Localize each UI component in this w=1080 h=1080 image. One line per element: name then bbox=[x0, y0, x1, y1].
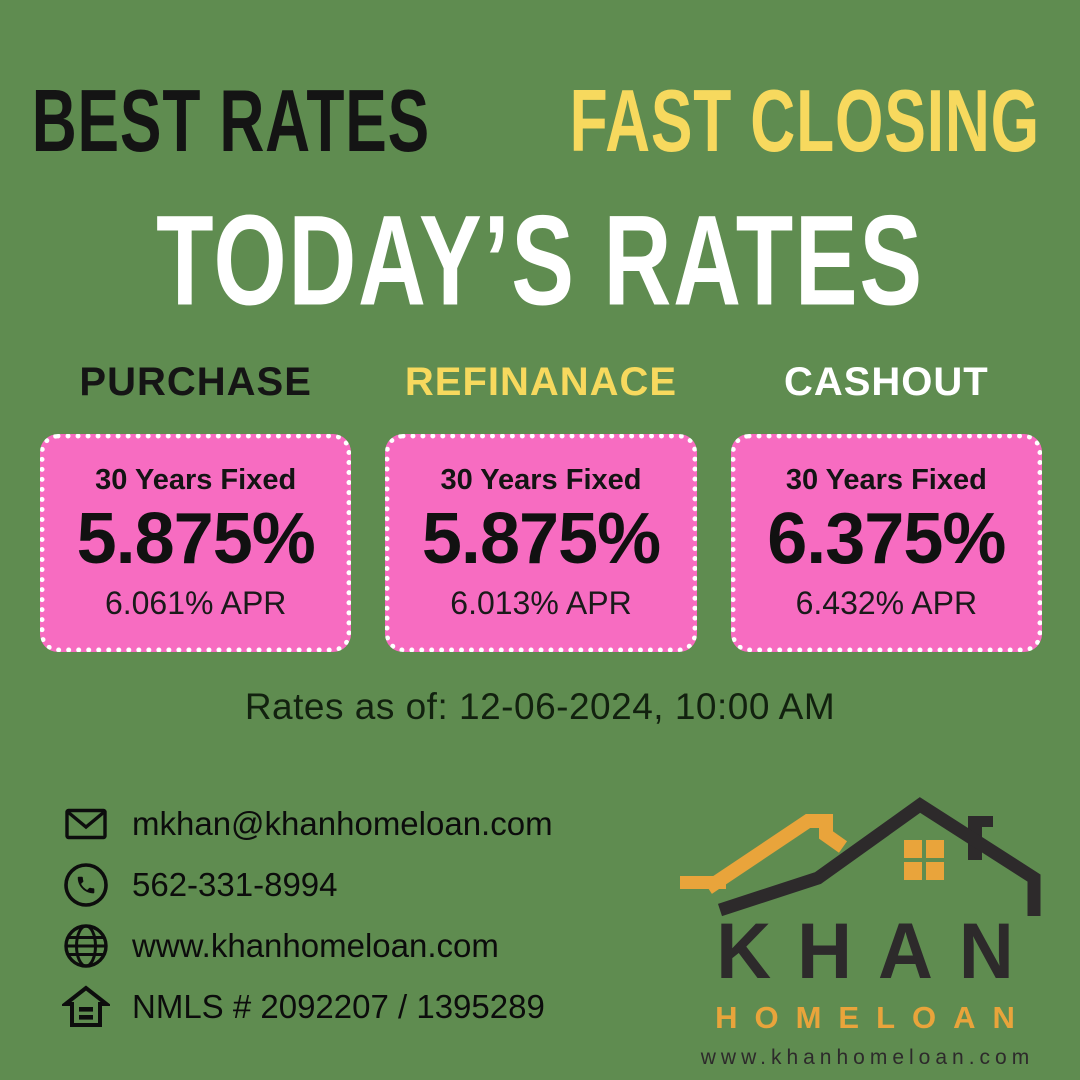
title-row: TODAY’S RATES bbox=[0, 189, 1080, 332]
email-text[interactable]: mkhan@khanhomeloan.com bbox=[132, 805, 553, 842]
rates-timestamp: Rates as of: 12-06-2024, 10:00 AM bbox=[244, 686, 836, 727]
equal-housing-house-icon bbox=[62, 983, 110, 1031]
refinance-rate-card: 30 Years Fixed 5.875% 6.013% APR bbox=[385, 434, 697, 652]
category-cashout: CASHOUT bbox=[783, 360, 989, 404]
cashout-rate-card: 30 Years Fixed 6.375% 6.432% APR bbox=[730, 434, 1042, 652]
term-label: 30 Years Fixed bbox=[440, 464, 642, 496]
category-header-row: PURCHASE REFINANACE CASHOUT bbox=[40, 360, 1042, 405]
rate-card-row: 30 Years Fixed 5.875% 6.061% APR 30 Year… bbox=[40, 434, 1042, 652]
top-badges: BEST RATES FAST CLOSING bbox=[0, 72, 1080, 171]
apr-value: 6.061% APR bbox=[104, 585, 287, 621]
nmls-line: NMLS # 2092207 / 1395289 bbox=[62, 983, 553, 1031]
contact-block: mkhan@khanhomeloan.com 562-331-8994 bbox=[62, 800, 553, 1031]
purchase-rate-card: 30 Years Fixed 5.875% 6.061% APR bbox=[40, 434, 352, 652]
house-roofline-logo bbox=[680, 797, 1041, 917]
phone-text[interactable]: 562-331-8994 bbox=[132, 866, 338, 903]
logo-website[interactable]: www.khanhomeloan.com bbox=[700, 1046, 1035, 1069]
company-logo: KHAN HOMELOAN www.khanhomeloan.com bbox=[668, 792, 1062, 1070]
fast-closing-badge: FAST CLOSING bbox=[569, 72, 1041, 171]
rate-value: 5.875% bbox=[421, 499, 661, 579]
category-purchase: PURCHASE bbox=[79, 360, 312, 404]
logo-name: KHAN bbox=[716, 907, 1040, 996]
term-label: 30 Years Fixed bbox=[785, 464, 987, 496]
website-text[interactable]: www.khanhomeloan.com bbox=[132, 927, 499, 964]
apr-value: 6.013% APR bbox=[450, 585, 632, 621]
envelope-icon bbox=[62, 800, 110, 848]
asof-row: Rates as of: 12-06-2024, 10:00 AM bbox=[0, 686, 1080, 728]
rate-value: 5.875% bbox=[76, 499, 316, 579]
phone-line[interactable]: 562-331-8994 bbox=[62, 861, 553, 909]
phone-icon bbox=[62, 861, 110, 909]
term-label: 30 Years Fixed bbox=[95, 464, 297, 496]
page-title: TODAY’S RATES bbox=[156, 189, 924, 332]
rate-value: 6.375% bbox=[767, 499, 1006, 579]
globe-icon bbox=[62, 922, 110, 970]
website-line[interactable]: www.khanhomeloan.com bbox=[62, 922, 553, 970]
email-line[interactable]: mkhan@khanhomeloan.com bbox=[62, 800, 553, 848]
nmls-text: NMLS # 2092207 / 1395289 bbox=[132, 988, 545, 1025]
apr-value: 6.432% APR bbox=[795, 585, 978, 621]
category-refinance: REFINANACE bbox=[404, 360, 678, 404]
logo-subtitle: HOMELOAN bbox=[715, 1000, 1032, 1035]
best-rates-badge: BEST RATES bbox=[32, 72, 431, 171]
